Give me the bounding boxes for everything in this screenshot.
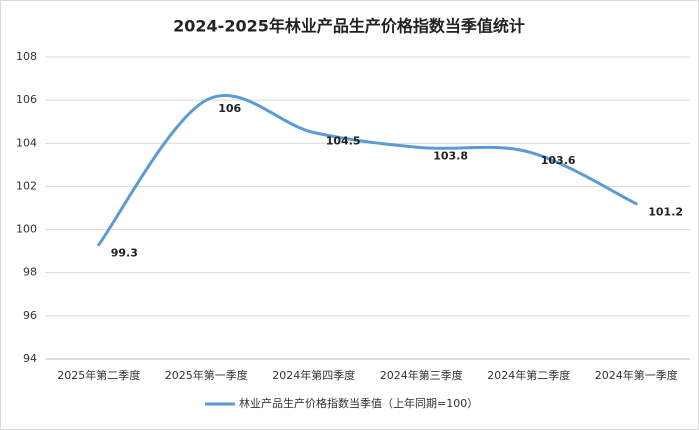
y-tick-label: 94 xyxy=(23,352,37,365)
x-tick-label: 2024年第三季度 xyxy=(380,368,463,382)
y-tick-label: 104 xyxy=(16,136,37,149)
data-label: 103.8 xyxy=(433,150,468,163)
legend-label: 林业产品生产价格指数当季值（上年同期=100） xyxy=(239,396,478,410)
y-tick-label: 98 xyxy=(23,266,37,279)
x-tick-label: 2025年第二季度 xyxy=(57,368,140,382)
y-tick-label: 102 xyxy=(16,179,37,192)
x-tick-label: 2025年第一季度 xyxy=(165,368,248,382)
data-label: 99.3 xyxy=(111,247,138,260)
chart-title: 2024-2025年林业产品生产价格指数当季值统计 xyxy=(173,17,525,36)
data-label: 104.5 xyxy=(326,135,361,148)
data-line xyxy=(97,94,638,247)
x-tick-label: 2024年第二季度 xyxy=(487,368,570,382)
x-tick-label: 2024年第四季度 xyxy=(272,368,355,382)
y-tick-label: 100 xyxy=(16,223,37,236)
y-tick-label: 108 xyxy=(16,50,37,63)
x-tick-label: 2024年第一季度 xyxy=(595,368,678,382)
data-label: 103.6 xyxy=(541,154,576,167)
y-tick-label: 106 xyxy=(16,93,37,106)
data-label: 106 xyxy=(218,102,241,115)
data-label: 101.2 xyxy=(648,206,683,219)
y-tick-label: 96 xyxy=(23,309,37,322)
